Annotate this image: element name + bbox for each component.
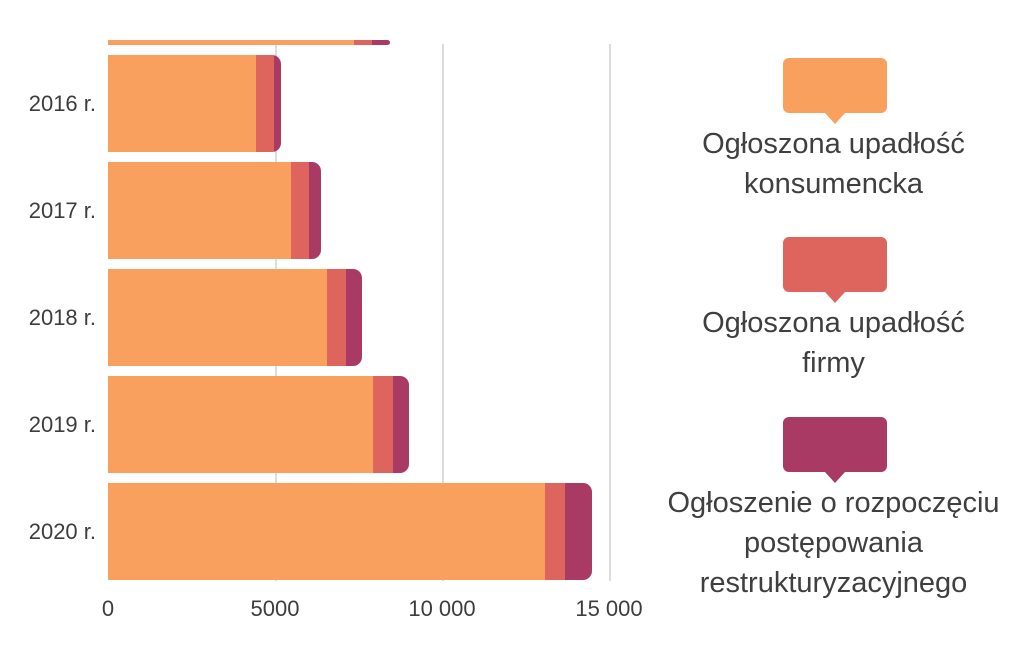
bar-segment [565, 483, 592, 580]
bar-segment [373, 376, 393, 473]
legend-swatch-restructuring-icon [783, 417, 887, 472]
y-axis-label-2020: 2020 r. [28, 518, 96, 544]
legend-swatch-consumer-bankruptcy-icon [783, 58, 887, 113]
cropped-bar-sliver [108, 40, 390, 45]
bar-segment [256, 55, 274, 152]
legend-swatch-pointer-icon [825, 472, 845, 483]
legend-label-line: konsumencka [744, 168, 923, 200]
bar-segment [108, 376, 373, 473]
legend-swatch-pointer-icon [825, 113, 845, 124]
legend-label-company-bankruptcy: Ogłoszona upadłość firmy [643, 303, 1024, 383]
gridline-10000 [442, 44, 444, 581]
y-axis-label-2017: 2017 r. [28, 197, 96, 223]
cropped-bar-segment [108, 40, 354, 45]
bar-segment [108, 483, 545, 580]
x-axis-label-0: 0 [101, 596, 115, 621]
x-axis-label-15000: 15 000 [575, 596, 643, 621]
bar-segment [274, 55, 281, 152]
legend-swatch-company-bankruptcy-icon [783, 237, 887, 292]
legend-label-line: Ogłoszona upadłość [702, 307, 965, 339]
y-axis-label-2016: 2016 r. [28, 90, 96, 116]
y-axis-label-2019: 2019 r. [28, 411, 96, 437]
bar-segment [346, 269, 362, 366]
legend-swatch-pointer-icon [825, 292, 845, 303]
bar-row-2017 [108, 162, 321, 259]
bar-segment [108, 55, 256, 152]
legend-label-line: Ogłoszenie o rozpoczęciu [667, 487, 1000, 519]
x-axis-label-5000: 5000 [250, 596, 300, 621]
bar-segment [309, 162, 321, 259]
bar-row-2018 [108, 269, 362, 366]
gridline-15000 [609, 44, 611, 581]
bar-segment [291, 162, 309, 259]
bar-row-2020 [108, 483, 592, 580]
bar-segment [545, 483, 565, 580]
legend-label-line: Ogłoszona upadłość [702, 128, 965, 160]
bar-row-2016 [108, 55, 281, 152]
bar-segment [108, 269, 327, 366]
bar-segment [393, 376, 409, 473]
legend-label-line: restrukturyzacyjnego [699, 567, 968, 599]
cropped-bar-segment [354, 40, 372, 45]
x-axis-label-10000: 10 000 [408, 596, 476, 621]
legend-label-consumer-bankruptcy: Ogłoszona upadłość konsumencka [643, 124, 1024, 204]
bar-segment [108, 162, 291, 259]
y-axis-label-2018: 2018 r. [28, 304, 96, 330]
legend-label-restructuring: Ogłoszenie o rozpoczęciu postępowania re… [643, 483, 1024, 603]
bar-row-2019 [108, 376, 409, 473]
legend-label-line: postępowania [744, 527, 923, 559]
legend-label-line: firmy [802, 347, 865, 379]
cropped-bar-segment [372, 40, 390, 45]
bar-segment [327, 269, 346, 366]
